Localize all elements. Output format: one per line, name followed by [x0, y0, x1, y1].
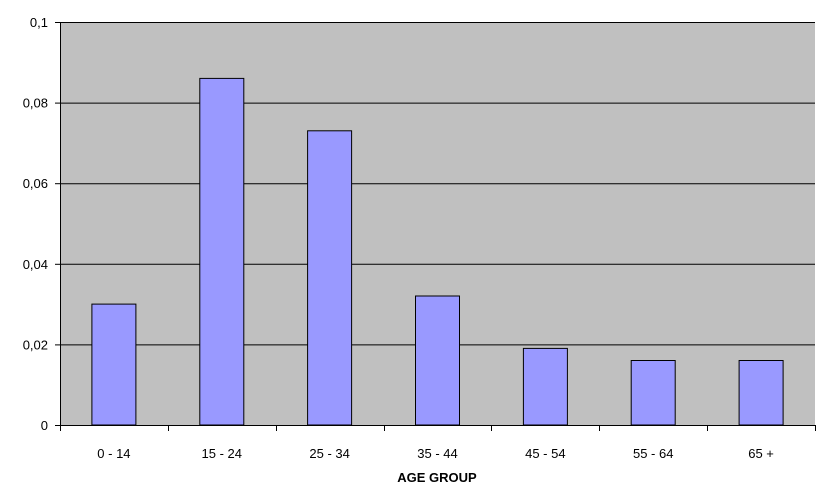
x-axis-title: AGE GROUP	[397, 470, 477, 485]
y-tick-label: 0,04	[23, 257, 48, 272]
y-tick-label: 0	[41, 418, 48, 433]
x-tick-labels: 0 - 14 15 - 24 25 - 34 35 - 44 45 - 54 55 - 6…	[97, 446, 774, 461]
bar-7	[738, 360, 784, 426]
bar-6	[630, 360, 676, 426]
x-tick-label: 45 - 54	[525, 446, 565, 461]
y-tick-label: 0,06	[23, 176, 48, 191]
y-tick-label: 0,02	[23, 337, 48, 352]
x-tick-label: 15 - 24	[202, 446, 242, 461]
x-tick-label: 35 - 44	[417, 446, 457, 461]
x-tick-label: 0 - 14	[97, 446, 130, 461]
bar-4	[415, 295, 460, 426]
y-tick-label: 0,08	[23, 96, 48, 111]
bar-3	[307, 130, 353, 426]
gridlines	[60, 22, 815, 346]
bar-5	[522, 347, 568, 426]
bar-1	[91, 303, 137, 426]
axes	[55, 22, 816, 431]
x-tick-label: 65 +	[748, 446, 774, 461]
y-tick-labels: 0 0,02 0,04 0,06 0,08 0,1	[23, 15, 48, 433]
bar-2	[199, 77, 245, 426]
bars	[91, 77, 784, 426]
y-tick-label: 0,1	[30, 15, 48, 30]
x-tick-label: 25 - 34	[309, 446, 349, 461]
x-tick-label: 55 - 64	[633, 446, 673, 461]
